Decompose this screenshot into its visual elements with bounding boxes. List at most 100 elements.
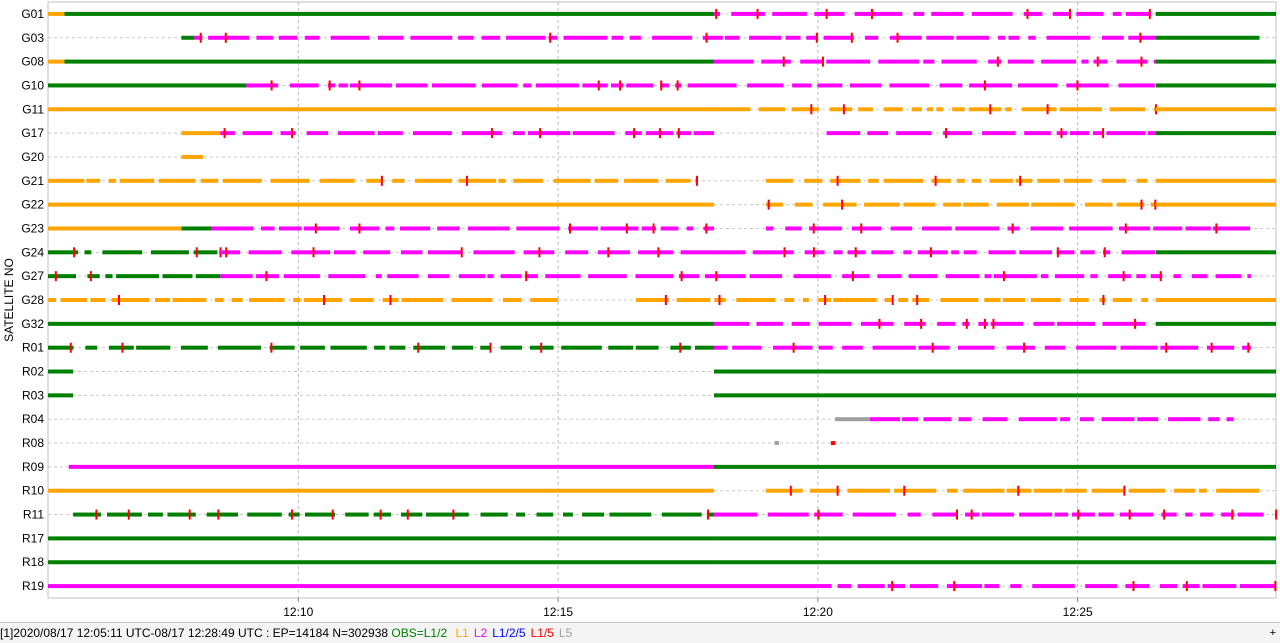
slip-marker [815, 32, 818, 43]
obs-segment [713, 464, 1276, 469]
slip-marker [1046, 104, 1049, 115]
obs-segment [1237, 512, 1264, 517]
obs-segment [713, 250, 746, 255]
obs-segment [918, 345, 950, 350]
obs-segment [956, 178, 965, 183]
obs-segment [563, 35, 608, 40]
satellite-visibility-chart[interactable]: 12:10 12:15 12:20 12:25 SATELLITE NO G01 G03 G0… [0, 0, 1280, 622]
obs-segment [695, 345, 714, 350]
obs-segment [600, 226, 639, 231]
slip-marker [817, 509, 820, 520]
slip-marker [121, 342, 124, 353]
obs-segment [1008, 35, 1020, 40]
obs-segment [978, 321, 989, 326]
slip-marker [607, 247, 610, 258]
obs-segment [971, 178, 982, 183]
obs-segment [338, 83, 348, 88]
obs-segment [193, 250, 218, 255]
obs-segment [48, 202, 714, 207]
obs-segment [837, 584, 852, 589]
obs-segment [884, 298, 893, 302]
slip-marker [1096, 56, 1099, 67]
obs-segment [473, 250, 515, 255]
obs-segment [1101, 178, 1127, 183]
obs-segment [852, 512, 896, 517]
obs-segment [1128, 488, 1165, 493]
obs-segment [231, 298, 243, 302]
obs-segment [1221, 512, 1235, 517]
obs-segment [984, 298, 1001, 302]
obs-segment [665, 178, 691, 183]
obs-segment [1137, 417, 1159, 422]
obs-segment [293, 298, 301, 302]
obs-segment [626, 83, 654, 88]
obs-segment [451, 298, 493, 302]
obs-segment [1121, 250, 1156, 255]
legend-item-L1-2-5: L1/2/5 [492, 626, 526, 640]
obs-segment [767, 512, 809, 517]
satellite-label: G17 [21, 126, 44, 140]
obs-segment [206, 512, 238, 517]
satellite-label: G21 [21, 174, 44, 188]
slip-marker [718, 295, 721, 305]
slip-marker [73, 247, 76, 258]
obs-segment [200, 178, 219, 183]
obs-segment [400, 512, 423, 517]
x-tick-label: 12:10 [283, 605, 313, 619]
obs-segment [523, 83, 532, 88]
slip-marker [265, 271, 268, 282]
obs-segment [830, 178, 861, 183]
obs-segment [872, 345, 916, 350]
obs-segment [826, 131, 861, 136]
obs-segment [548, 35, 558, 40]
obs-segment [883, 178, 924, 183]
obs-segment [1015, 178, 1033, 183]
slip-marker [851, 271, 854, 282]
obs-segment [1093, 59, 1108, 64]
obs-segment [1030, 298, 1061, 302]
legend-item-L5: L5 [558, 626, 573, 640]
obs-segment [761, 59, 791, 64]
slip-marker [715, 271, 718, 282]
obs-segment [1155, 83, 1276, 88]
obs-segment [867, 131, 889, 136]
obs-segment [1160, 345, 1199, 350]
obs-segment [48, 584, 818, 589]
obs-segment [167, 512, 196, 517]
obs-segment [1093, 131, 1104, 136]
obs-segment [1247, 274, 1251, 279]
slip-marker [824, 295, 827, 305]
obs-segment [597, 250, 631, 255]
satellite-label: R03 [22, 388, 44, 402]
obs-segment [955, 226, 1000, 231]
obs-segment [952, 107, 965, 112]
slip-marker [929, 247, 932, 258]
obs-segment [680, 250, 714, 255]
obs-segment [1155, 250, 1276, 255]
satellite-label: G11 [22, 102, 44, 116]
slip-marker [379, 509, 382, 520]
obs-segment [1091, 488, 1125, 493]
satellite-label: R18 [22, 555, 44, 569]
obs-segment [87, 274, 100, 279]
slip-marker [1103, 247, 1106, 258]
obs-segment [902, 417, 919, 422]
obs-segment [890, 226, 913, 231]
obs-segment [814, 512, 843, 517]
obs-segment [1054, 274, 1085, 279]
obs-segment [854, 11, 879, 16]
slip-marker [525, 271, 528, 282]
legend-item-L2: L2 [473, 626, 488, 640]
obs-segment [988, 250, 1016, 255]
slip-marker [870, 8, 873, 19]
obs-segment [917, 250, 948, 255]
slip-marker [782, 56, 785, 67]
obs-segment [1102, 321, 1146, 326]
obs-segment [765, 226, 774, 231]
obs-segment [1120, 345, 1158, 350]
obs-segment [400, 226, 431, 231]
chart-canvas[interactable]: 12:10 12:15 12:20 12:25 SATELLITE NO G01 G03 G0… [0, 0, 1280, 622]
obs-segment [1007, 59, 1034, 64]
obs-segment [208, 35, 250, 40]
obs-segment [1185, 226, 1211, 231]
